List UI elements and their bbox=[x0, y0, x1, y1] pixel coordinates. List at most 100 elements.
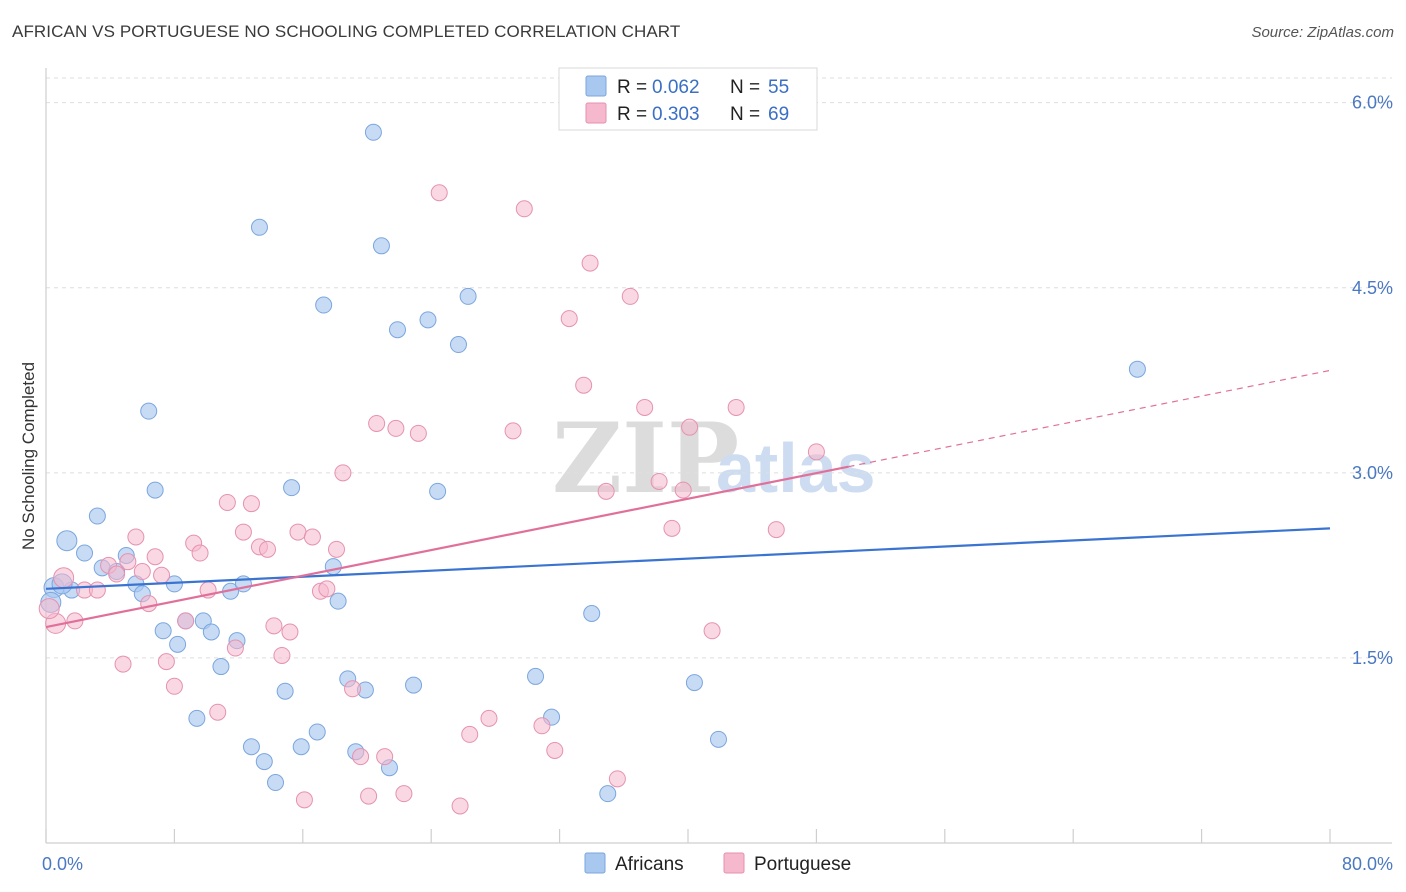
data-point-africans bbox=[388, 321, 406, 339]
data-point-africans bbox=[372, 237, 390, 255]
data-point-portuguese bbox=[376, 748, 394, 766]
data-point-portuguese bbox=[191, 544, 209, 562]
data-point-africans bbox=[329, 592, 347, 610]
data-point-portuguese bbox=[368, 414, 386, 432]
data-point-portuguese bbox=[153, 566, 171, 584]
axes bbox=[45, 68, 1392, 844]
data-point-africans bbox=[276, 682, 294, 700]
data-point-portuguese bbox=[608, 770, 626, 788]
data-point-portuguese bbox=[533, 717, 551, 735]
data-point-portuguese bbox=[674, 481, 692, 499]
data-point-portuguese bbox=[140, 595, 158, 613]
data-point-portuguese bbox=[636, 398, 654, 416]
legend-r-label-portuguese: R = bbox=[617, 104, 647, 125]
data-point-portuguese bbox=[703, 622, 721, 640]
data-point-africans bbox=[459, 287, 477, 305]
trend-line-africans bbox=[45, 527, 1331, 590]
data-point-portuguese bbox=[234, 523, 252, 541]
data-point-portuguese bbox=[515, 200, 533, 218]
data-point-africans bbox=[146, 481, 164, 499]
y-tick-label: 3.0% bbox=[1352, 463, 1393, 483]
watermark-atlas: atlas bbox=[716, 429, 876, 507]
legend-n-value-portuguese: 69 bbox=[768, 104, 789, 125]
data-point-africans bbox=[267, 774, 285, 792]
data-point-africans bbox=[364, 123, 382, 141]
y-tick-label: 4.5% bbox=[1352, 278, 1393, 298]
watermark-zip: ZIP bbox=[552, 402, 739, 515]
data-point-africans bbox=[292, 738, 310, 756]
data-point-africans bbox=[709, 730, 727, 748]
data-point-portuguese bbox=[289, 523, 307, 541]
data-point-africans bbox=[599, 785, 617, 803]
data-point-africans bbox=[308, 723, 326, 741]
data-point-portuguese bbox=[575, 376, 593, 394]
data-point-portuguese bbox=[344, 680, 362, 698]
data-point-portuguese bbox=[273, 646, 291, 664]
data-point-portuguese bbox=[226, 639, 244, 657]
data-point-portuguese bbox=[461, 725, 479, 743]
data-point-portuguese bbox=[119, 553, 137, 571]
data-point-portuguese bbox=[146, 548, 164, 566]
trend-line-portuguese bbox=[45, 465, 849, 629]
y-tick-label: 6.0% bbox=[1352, 93, 1393, 113]
data-point-portuguese bbox=[242, 495, 260, 513]
data-point-africans bbox=[1128, 360, 1146, 378]
data-point-africans bbox=[242, 738, 260, 756]
data-point-africans bbox=[255, 753, 273, 771]
data-point-africans bbox=[169, 635, 187, 653]
data-point-portuguese bbox=[650, 472, 668, 490]
trend-line-portuguese-extension bbox=[848, 369, 1331, 468]
data-point-africans bbox=[324, 558, 342, 576]
data-point-africans bbox=[283, 479, 301, 497]
data-point-portuguese bbox=[108, 565, 126, 583]
y-tick-labels: 1.5% 3.0% 4.5% 6.0% bbox=[1352, 93, 1393, 668]
y-tick-label: 1.5% bbox=[1352, 648, 1393, 668]
data-point-portuguese bbox=[281, 623, 299, 641]
data-point-portuguese bbox=[114, 655, 132, 673]
data-point-portuguese bbox=[88, 581, 106, 599]
data-point-africans bbox=[88, 507, 106, 525]
x-tick-label-max: 80.0% bbox=[1342, 854, 1393, 874]
data-point-portuguese bbox=[480, 709, 498, 727]
data-point-africans bbox=[685, 674, 703, 692]
data-point-africans bbox=[76, 544, 94, 562]
data-point-africans bbox=[583, 605, 601, 622]
data-point-africans bbox=[212, 658, 230, 676]
bottom-legend-swatch-portuguese bbox=[723, 852, 745, 874]
data-point-africans bbox=[527, 667, 545, 685]
data-point-africans bbox=[419, 311, 437, 329]
data-point-portuguese bbox=[127, 528, 145, 546]
data-point-africans bbox=[202, 623, 220, 641]
data-point-africans bbox=[449, 336, 467, 354]
data-point-portuguese bbox=[681, 418, 699, 436]
data-point-portuguese bbox=[38, 598, 60, 620]
trend-lines bbox=[45, 369, 1331, 629]
legend-r-label-africans: R = bbox=[617, 77, 647, 98]
data-point-portuguese bbox=[328, 540, 346, 558]
data-point-portuguese bbox=[352, 748, 370, 766]
data-point-portuguese bbox=[165, 677, 183, 695]
data-point-portuguese bbox=[209, 703, 227, 721]
data-point-portuguese bbox=[581, 254, 599, 272]
legend-n-label-africans: N = bbox=[730, 77, 760, 98]
source-label: Source: ZipAtlas.com bbox=[1251, 24, 1394, 41]
data-point-portuguese bbox=[295, 791, 313, 809]
bottom-legend-label-portuguese: Portuguese bbox=[754, 854, 851, 875]
legend-r-value-africans: 0.062 bbox=[652, 77, 700, 98]
data-point-africans bbox=[250, 218, 268, 236]
bottom-legend-swatch-africans bbox=[584, 852, 606, 874]
data-point-portuguese bbox=[265, 617, 283, 635]
data-point-portuguese bbox=[621, 287, 639, 305]
chart-title: AFRICAN VS PORTUGUESE NO SCHOOLING COMPL… bbox=[12, 22, 681, 41]
data-point-portuguese bbox=[663, 519, 681, 537]
legend-swatch-africans bbox=[585, 75, 607, 97]
legend-n-label-portuguese: N = bbox=[730, 104, 760, 125]
data-point-portuguese bbox=[395, 785, 413, 803]
data-point-portuguese bbox=[409, 424, 427, 442]
data-point-portuguese bbox=[133, 563, 151, 581]
data-point-portuguese bbox=[807, 443, 825, 461]
data-point-portuguese bbox=[157, 653, 175, 671]
data-point-portuguese bbox=[727, 398, 745, 416]
legend-r-value-portuguese: 0.303 bbox=[652, 104, 700, 125]
data-point-portuguese bbox=[318, 580, 336, 598]
